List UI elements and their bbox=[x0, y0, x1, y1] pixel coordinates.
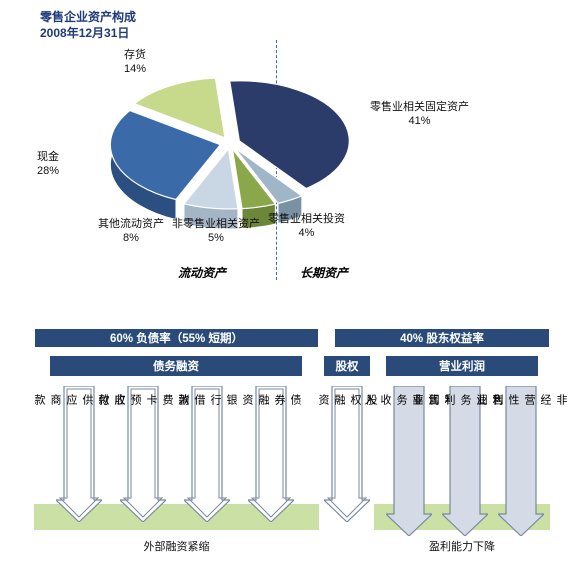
subheader-debt: 债务融资 bbox=[50, 356, 302, 376]
label-nonret: 非零售业相关资产5% bbox=[172, 217, 260, 246]
band-right-label: 盈利能力下降 bbox=[374, 538, 550, 554]
label-inv: 存货14% bbox=[124, 48, 146, 77]
chart-title-1: 零售企业资产构成 bbox=[40, 8, 136, 25]
label-fixed: 零售业相关固定资产41% bbox=[370, 100, 469, 129]
category-left: 流动资产 bbox=[178, 264, 226, 281]
subheader-equity: 股权 bbox=[324, 356, 370, 376]
category-right: 长期资产 bbox=[300, 264, 348, 281]
label-invest: 零售业相关投资4% bbox=[268, 212, 345, 241]
header-debt-ratio: 60% 负债率（55% 短期） bbox=[34, 328, 319, 348]
header-equity-ratio: 40% 股东权益率 bbox=[334, 328, 550, 348]
chart-title-2: 2008年12月31日 bbox=[40, 24, 129, 41]
subheader-profit: 营业利润 bbox=[386, 356, 538, 376]
label-cash: 现金28% bbox=[37, 150, 59, 179]
financing-diagram: 外部融资紧缩 盈利能力下降 60% 负债率（55% 短期） 40% 股东权益率 … bbox=[34, 328, 550, 578]
label-other: 其他流动资产8% bbox=[98, 217, 164, 246]
band-left-label: 外部融资紧缩 bbox=[34, 538, 319, 554]
